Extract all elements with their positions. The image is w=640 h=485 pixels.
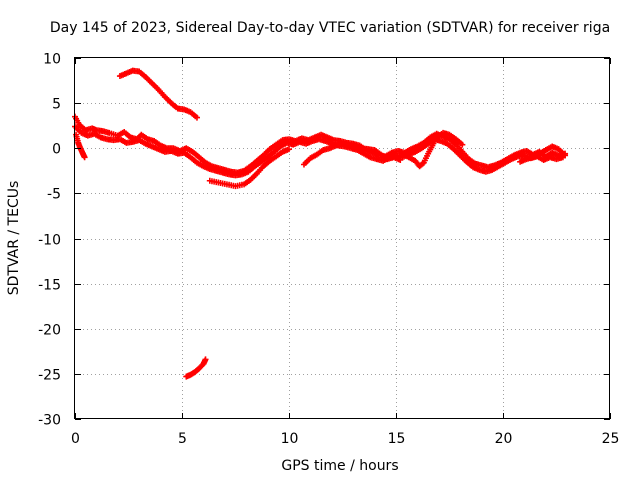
series-arc-outlier [183,356,209,380]
chart-title: Day 145 of 2023, Sidereal Day-to-day VTE… [50,20,610,36]
y-tick-label: -5 [47,187,61,203]
y-tick-label: -30 [38,413,61,429]
y-tick-label: -25 [38,368,61,384]
series-arc-high [116,67,200,121]
plot-frame [74,57,610,419]
x-tick-label: 20 [495,431,513,447]
y-tick-label: -20 [38,323,61,339]
data-point-fill [419,160,426,167]
tick-layer: 0 5 10 15 20 25 -30 -25 -20 -15 -10 -5 0 5 10 [38,52,619,448]
data-point [397,156,404,163]
data-point [286,146,292,153]
data-layer [72,67,569,380]
y-tick-label: 0 [52,142,61,158]
y-tick-label: -15 [38,278,61,294]
x-tick-label: 5 [178,431,187,447]
series-arc-afternoon [399,129,466,170]
series-arc-evening-low [206,146,292,190]
x-tick-label: 0 [71,431,80,447]
series-arc-midday [300,140,404,168]
data-point [202,356,209,363]
series-arc-early-dip [73,131,88,161]
data-point [81,154,88,161]
series-arc-late [517,143,569,165]
y-tick-label: 5 [52,97,61,113]
y-tick-label: 10 [43,52,61,68]
data-point [562,152,569,159]
data-point [193,114,200,121]
grid-layer [75,58,610,419]
x-tick-label: 25 [602,431,620,447]
y-tick-label: -10 [38,233,61,249]
x-axis-label: GPS time / hours [281,458,398,474]
x-tick-label: 10 [281,431,299,447]
y-axis-label: SDTVAR / TECUs [6,181,22,296]
data-point [459,141,466,148]
x-tick-label: 15 [388,431,406,447]
